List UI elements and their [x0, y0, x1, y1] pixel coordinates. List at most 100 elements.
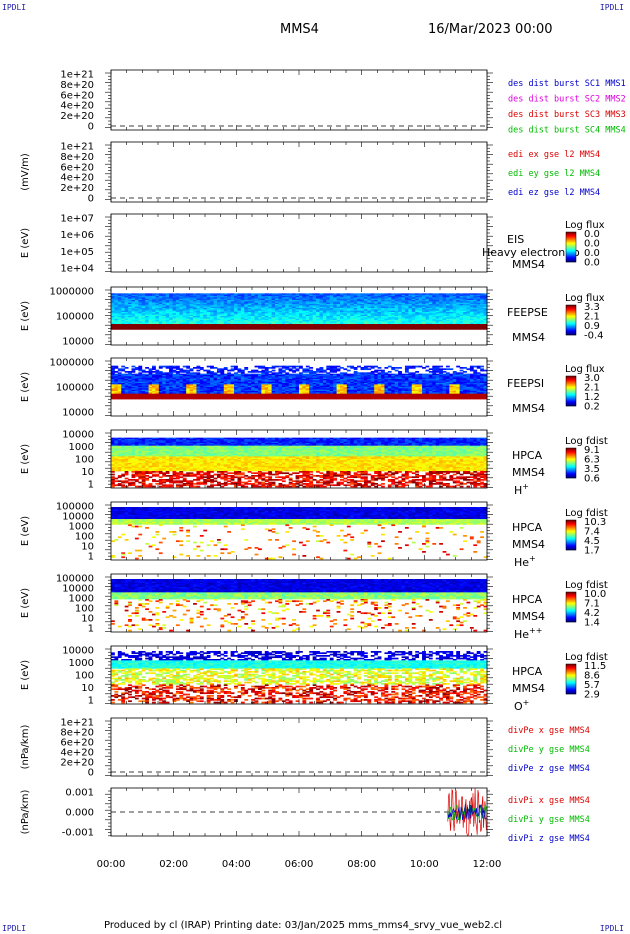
- colorbar-tick-label: 0.9: [584, 321, 600, 332]
- footer-credit: Produced by cl (IRAP) Printing date: 03/…: [104, 920, 503, 931]
- y-tick-label: 1000: [69, 522, 94, 533]
- y-tick-label: 10000: [62, 646, 94, 657]
- instrument-label: HPCA: [512, 449, 543, 462]
- colorbar-tick-label: 2.1: [584, 383, 600, 394]
- y-tick-label: 8e+20: [60, 152, 94, 163]
- y-axis-label: E (eV): [20, 301, 31, 331]
- species-label: He++: [514, 626, 542, 641]
- y-axis-label: (mV/m): [20, 153, 31, 191]
- y-tick-label: 1e+21: [60, 718, 94, 729]
- panel-11: 0.001 0.000 -0.001 (nPa/km) divPi x gse MMS4…: [20, 788, 590, 845]
- y-tick-label: 100000: [56, 502, 94, 513]
- panel-frame: [110, 69, 488, 131]
- colorbar-title: Log flux: [565, 220, 605, 231]
- y-tick-label: 10000: [62, 584, 94, 595]
- y-tick-label: 6e+20: [60, 738, 94, 749]
- colorbar-tick-label: 3.3: [584, 302, 600, 313]
- panel-5: 1000000 100000 10000 E (eV) FEEPSI MMS4 Log fl…: [20, 358, 605, 419]
- y-tick-label: 2e+20: [60, 758, 94, 769]
- colorbar: [565, 447, 577, 479]
- y-tick-label: 10: [81, 614, 94, 625]
- y-tick-label: 10000: [62, 337, 94, 348]
- colorbar-tick-label: 0.0: [584, 229, 600, 240]
- y-tick-label: 10000: [62, 512, 94, 523]
- series-z: [447, 804, 487, 821]
- species-label: He+: [514, 554, 536, 569]
- y-tick-label: 8e+20: [60, 80, 94, 91]
- y-tick-label: 1000: [69, 658, 94, 669]
- y-tick-label: 100: [75, 604, 94, 615]
- y-tick-label: 10000: [62, 408, 94, 419]
- y-tick-label: 1e+21: [60, 142, 94, 153]
- y-tick-label: 1e+05: [60, 247, 94, 258]
- y-tick-label: 1: [88, 480, 94, 491]
- legend-entry: des dist burst SC2 MMS2: [508, 95, 626, 105]
- corner-label-top-right: IPDLI: [599, 3, 624, 12]
- time-tick-label: 10:00: [410, 859, 439, 870]
- legend-entry: edi ey gse l2 MMS4: [508, 169, 600, 179]
- colorbar-tick-label: 5.7: [584, 680, 600, 691]
- y-tick-label: 0.000: [65, 808, 94, 819]
- overlay-label: Heavy electron to: [482, 246, 580, 259]
- legend-entry: edi ez gse l2 MMS4: [508, 188, 600, 198]
- colorbar-tick-label: 4.5: [584, 536, 600, 547]
- y-tick-label: 1: [88, 624, 94, 635]
- colorbar-tick-label: 9.1: [584, 445, 600, 456]
- y-axis-label: E (eV): [20, 444, 31, 474]
- spacecraft-title: MMS4: [280, 22, 319, 37]
- colorbar-tick-label: 2.9: [584, 690, 600, 701]
- colorbar-tick-label: 8.6: [584, 671, 600, 682]
- y-tick-label: 100: [75, 455, 94, 466]
- y-tick-label: 1: [88, 552, 94, 563]
- legend-entry: divPe y gse MMS4: [508, 745, 590, 755]
- colorbar-tick-label: 0.0: [584, 248, 600, 259]
- spacecraft-label: MMS4: [512, 258, 545, 271]
- y-tick-label: 10: [81, 542, 94, 553]
- y-tick-label: 4e+20: [60, 173, 94, 184]
- spacecraft-label: MMS4: [512, 331, 545, 344]
- corner-label-bottom-right: IPDLI: [599, 924, 624, 933]
- colorbar-tick-label: 0.2: [584, 402, 600, 413]
- colorbar-tick-label: 0.0: [584, 258, 600, 269]
- y-axis-label: E (eV): [20, 228, 31, 258]
- legend-entry: edi ex gse l2 MMS4: [508, 150, 600, 160]
- legend-entry: divPi z gse MMS4: [508, 834, 590, 844]
- colorbar-tick-label: 2.1: [584, 312, 600, 323]
- legend-entry: des dist burst SC4 MMS4: [508, 126, 626, 136]
- instrument-label: HPCA: [512, 665, 543, 678]
- y-tick-label: 1: [88, 696, 94, 707]
- instrument-label: FEEPSI: [507, 377, 544, 390]
- colorbar: [565, 375, 577, 407]
- legend-entry: divPe z gse MMS4: [508, 764, 590, 774]
- y-tick-label: 10000: [62, 430, 94, 441]
- species-label: H+: [514, 482, 529, 497]
- colorbar-tick-label: 6.3: [584, 455, 600, 466]
- y-tick-label: 1e+07: [60, 214, 94, 225]
- time-tick-label: 00:00: [97, 859, 126, 870]
- instrument-label: HPCA: [512, 521, 543, 534]
- colorbar: [565, 663, 577, 695]
- y-tick-label: 10: [81, 683, 94, 694]
- colorbar-title: Log fdist: [565, 580, 608, 591]
- y-tick-label: 1000000: [49, 358, 94, 369]
- y-tick-label: 10: [81, 467, 94, 478]
- spacecraft-label: MMS4: [512, 538, 545, 551]
- colorbar-tick-label: 3.0: [584, 373, 600, 384]
- corner-label-bottom-left: IPDLI: [2, 924, 27, 933]
- y-tick-label: 0: [88, 768, 94, 779]
- corner-label-top-left: IPDLI: [2, 3, 27, 12]
- y-axis-label: E (eV): [20, 660, 31, 690]
- panel-frame: [110, 213, 488, 273]
- panel-frame: [110, 141, 488, 203]
- y-axis-label: E (eV): [20, 588, 31, 618]
- instrument-label: HPCA: [512, 593, 543, 606]
- colorbar: [565, 231, 577, 263]
